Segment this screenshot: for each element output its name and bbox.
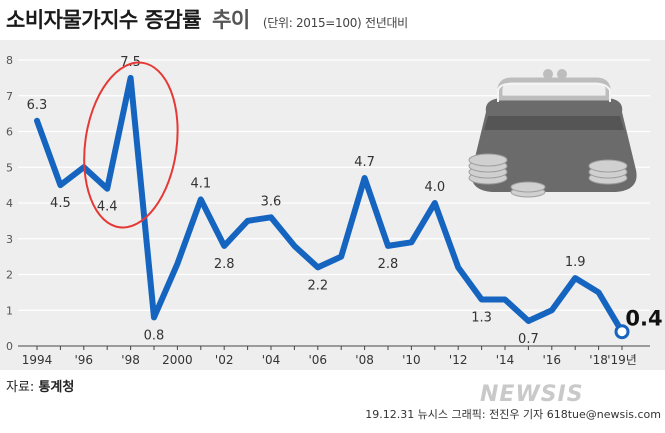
data-label: 4.5 [50, 196, 71, 211]
data-label: 1.9 [565, 255, 586, 270]
chart-title: 소비자물가지수 증감률 [6, 8, 202, 32]
y-tick-label: 1 [6, 304, 13, 317]
x-tick-label: '98 [121, 353, 140, 367]
y-tick-label: 5 [6, 161, 13, 174]
data-points [614, 324, 630, 340]
x-tick-label: 1994 [22, 353, 53, 367]
watermark: NEWSIS [480, 382, 584, 407]
chart-header: 소비자물가지수 증감률 추이 (단위: 2015=100) 전년대비 [6, 4, 408, 40]
data-label: 2.2 [307, 278, 328, 293]
y-tick-label: 8 [6, 54, 13, 67]
highlight-ellipse [83, 61, 179, 229]
highlight-circle [83, 61, 179, 229]
data-label: 4.4 [97, 200, 118, 215]
data-label: 3.6 [261, 194, 282, 209]
source-label: 자료: [6, 380, 35, 395]
y-tick-label: 2 [6, 269, 13, 282]
y-tick-label: 3 [6, 233, 13, 246]
x-tick-label: '16 [543, 353, 562, 367]
x-tick-label: 2000 [162, 353, 193, 367]
data-label: 4.0 [424, 180, 445, 195]
series-polyline [34, 74, 625, 335]
line-chart: 0 1 2 3 4 5 6 7 8 1994 '96 '98 2000 '02 '04 '06 '08 '10 '… [6, 54, 663, 367]
series-line [34, 74, 625, 335]
chart-title-sub: 추이 [212, 8, 250, 32]
x-tick-label: '19년 [607, 353, 637, 367]
data-label: 2.8 [378, 257, 399, 272]
data-point-last [614, 324, 630, 340]
source-name: 통계청 [38, 380, 75, 395]
x-axis-ticks: 1994 '96 '98 2000 '02 '04 '06 '08 '10 '12 '14 '16 '1… [18, 345, 650, 367]
x-tick-label: '06 [309, 353, 328, 367]
graphic-credit: 19.12.31 뉴시스 그래픽: 전진우 기자 618tue@newsis.c… [365, 408, 661, 421]
data-label: 0.8 [144, 328, 165, 343]
data-label: 2.8 [214, 257, 235, 272]
source-note: 자료: 통계청 [6, 376, 74, 395]
y-tick-label: 0 [6, 340, 13, 353]
chart-area: 0 1 2 3 4 5 6 7 8 1994 '96 '98 2000 '02 '04 '06 '08 '10 '… [0, 40, 665, 370]
x-tick-label: '08 [355, 353, 374, 367]
y-tick-label: 6 [6, 126, 13, 139]
x-tick-label: '02 [215, 353, 234, 367]
x-tick-label: '12 [449, 353, 468, 367]
data-labels: 6.34.5 4.47.50.84.12.83.62.24.72.84.01.30… [27, 55, 663, 347]
x-tick-label: '14 [496, 353, 515, 367]
data-label: 1.3 [471, 311, 492, 326]
coin-purse-illustration [468, 69, 637, 198]
gridlines [18, 59, 650, 347]
y-axis-ticks: 0 1 2 3 4 5 6 7 8 [6, 54, 13, 353]
data-label: 4.7 [354, 155, 375, 170]
data-label: 0.7 [518, 332, 539, 347]
chart-unit: (단위: 2015=100) 전년대비 [262, 16, 408, 30]
x-tick-label: '18 [589, 353, 608, 367]
data-label: 6.3 [27, 98, 48, 113]
x-tick-label: '10 [402, 353, 421, 367]
x-tick-label: '04 [262, 353, 281, 367]
y-tick-label: 7 [6, 90, 13, 103]
data-label: 0.4 [625, 307, 662, 331]
y-tick-label: 4 [6, 197, 13, 210]
x-tick-label: '96 [75, 353, 94, 367]
data-label: 4.1 [190, 176, 211, 191]
